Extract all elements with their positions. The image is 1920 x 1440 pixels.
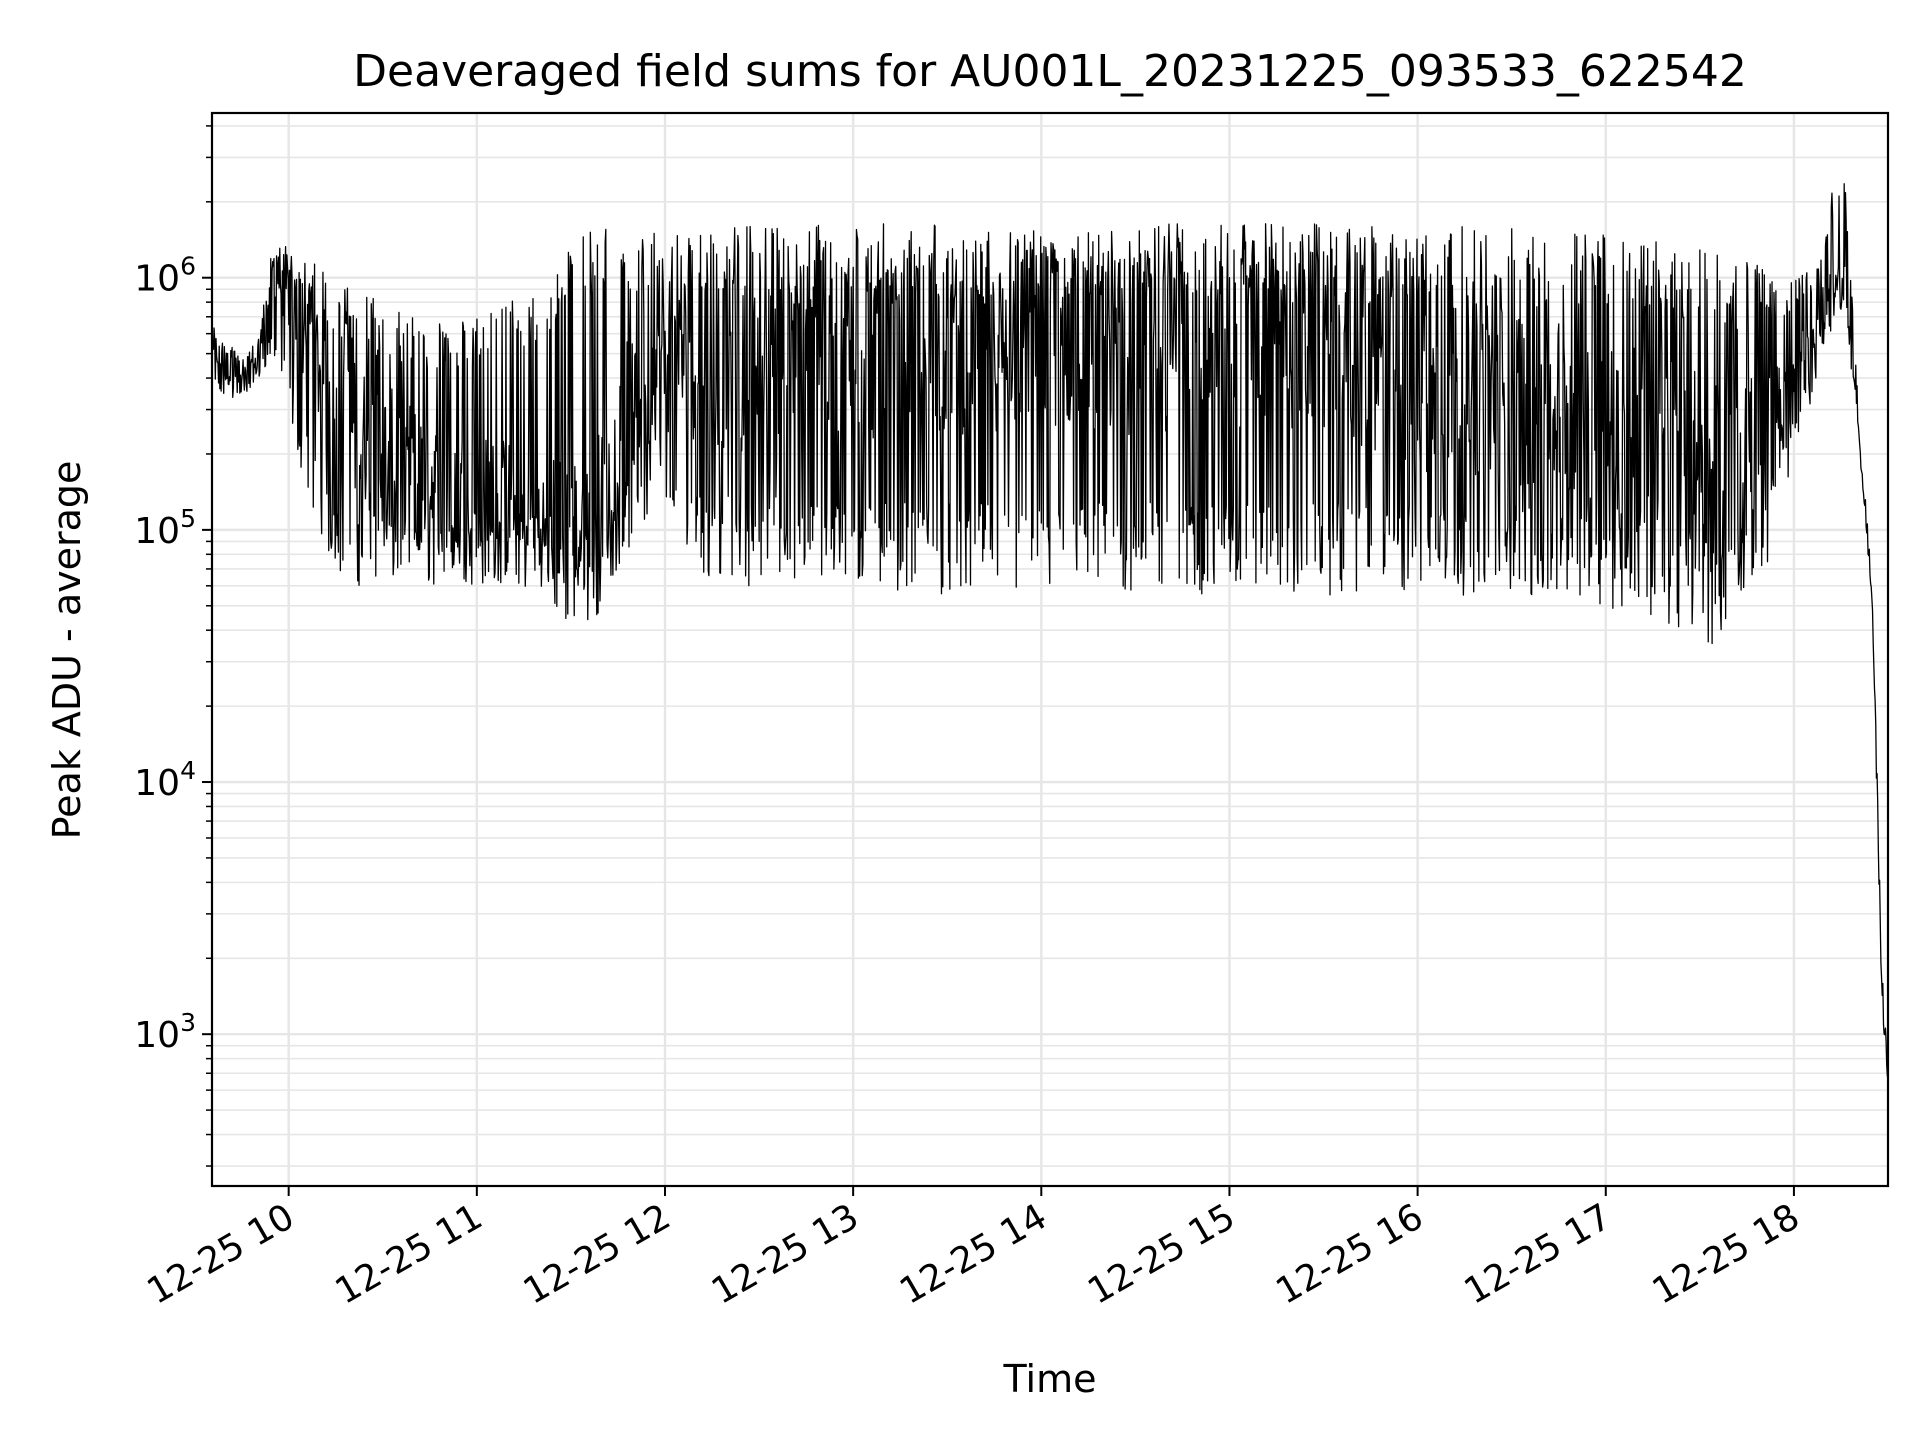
x-tick-label: 12-25 11 [329,1196,490,1312]
x-tick-label: 12-25 13 [705,1196,866,1312]
x-tick-label: 12-25 16 [1269,1196,1430,1312]
x-tick-label: 12-25 18 [1646,1196,1807,1312]
y-axis-label: Peak ADU - average [45,461,89,840]
x-tick-label: 12-25 12 [517,1196,678,1312]
x-axis-label: Time [1003,1357,1097,1401]
x-tick-label: 12-25 14 [893,1196,1054,1312]
plot-area [212,183,1889,1077]
series-line [212,183,1889,1077]
x-tick-label: 12-25 17 [1458,1196,1619,1312]
y-tick-label: 104 [134,756,196,804]
x-tick-label: 12-25 10 [140,1196,301,1312]
axes-frame [210,111,1890,1188]
y-tick-label: 105 [134,504,196,552]
y-tick-label: 106 [134,252,196,300]
y-tick-label: 103 [134,1008,196,1056]
grid-lines [212,113,1888,1186]
chart-title: Deaveraged field sums for AU001L_2023122… [353,46,1747,97]
x-tick-label: 12-25 15 [1081,1196,1242,1312]
